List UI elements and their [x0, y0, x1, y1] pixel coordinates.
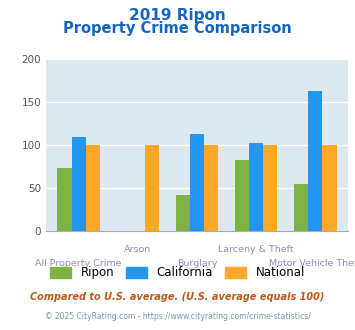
Bar: [235, 160, 249, 231]
Text: Burglary: Burglary: [177, 259, 217, 268]
Bar: [176, 195, 190, 231]
Bar: [263, 145, 278, 231]
Bar: [294, 184, 308, 231]
Bar: [204, 145, 218, 231]
Bar: [322, 145, 337, 231]
Text: Property Crime Comparison: Property Crime Comparison: [63, 21, 292, 36]
Bar: [86, 145, 100, 231]
Bar: [308, 91, 322, 231]
Bar: [72, 137, 86, 231]
Legend: Ripon, California, National: Ripon, California, National: [45, 262, 310, 284]
Bar: [58, 168, 72, 231]
Text: Motor Vehicle Theft: Motor Vehicle Theft: [269, 259, 355, 268]
Text: Larceny & Theft: Larceny & Theft: [218, 245, 294, 254]
Bar: [249, 143, 263, 231]
Text: 2019 Ripon: 2019 Ripon: [129, 8, 226, 23]
Bar: [145, 145, 159, 231]
Text: © 2025 CityRating.com - https://www.cityrating.com/crime-statistics/: © 2025 CityRating.com - https://www.city…: [45, 312, 310, 321]
Text: All Property Crime: All Property Crime: [36, 259, 122, 268]
Text: Compared to U.S. average. (U.S. average equals 100): Compared to U.S. average. (U.S. average …: [30, 292, 325, 302]
Text: Arson: Arson: [124, 245, 152, 254]
Bar: [190, 134, 204, 231]
